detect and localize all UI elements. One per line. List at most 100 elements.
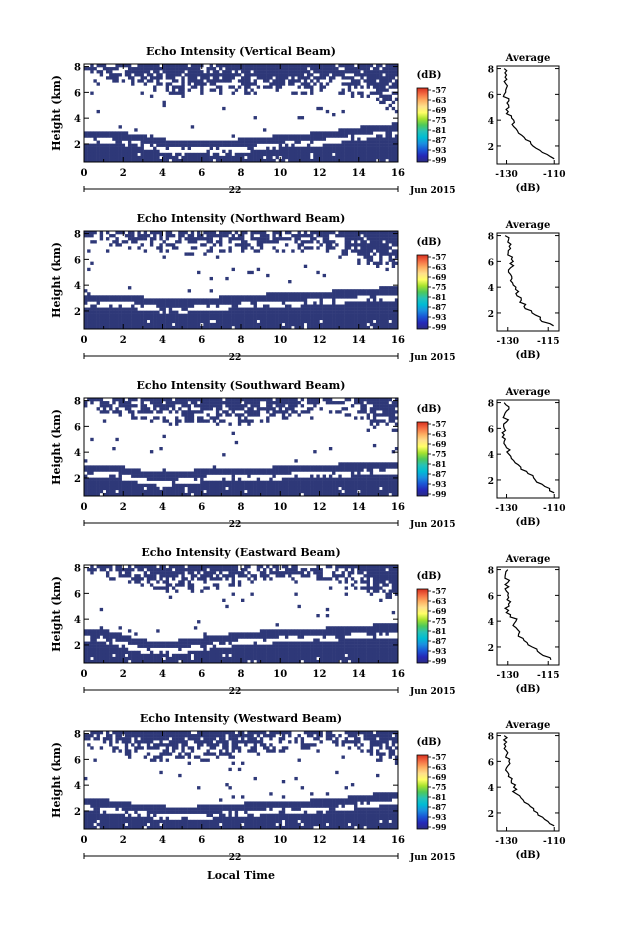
- x-tick-label: 6: [198, 502, 205, 513]
- echo-cell: [222, 471, 226, 475]
- echo-cell: [231, 301, 235, 305]
- echo-cell: [93, 468, 97, 472]
- echo-cell: [341, 70, 345, 74]
- echo-cell: [137, 322, 141, 327]
- echo-cell: [332, 325, 336, 330]
- echo-cell: [247, 653, 251, 658]
- echo-cell: [272, 140, 276, 144]
- echo-cell: [112, 650, 116, 655]
- echo-cell: [178, 583, 182, 587]
- echo-cell: [291, 91, 295, 95]
- echo-cell: [162, 471, 166, 475]
- echo-cell: [319, 304, 323, 308]
- echo-cell: [234, 398, 239, 402]
- echo-cell: [253, 298, 257, 302]
- echo-cell: [297, 64, 301, 68]
- echo-cell: [379, 240, 383, 244]
- echo-cell: [322, 76, 327, 80]
- echo-cell: [127, 134, 132, 138]
- echo-cell: [84, 149, 88, 154]
- echo-cell: [376, 246, 380, 250]
- echo-cell: [316, 137, 320, 141]
- echo-cell: [241, 155, 245, 160]
- echo-cell: [253, 486, 257, 491]
- echo-cell: [102, 307, 107, 311]
- echo-cell: [385, 231, 389, 235]
- echo-cell: [115, 483, 119, 488]
- echo-cell: [344, 67, 349, 71]
- echo-cell: [162, 255, 166, 259]
- echo-cell: [262, 240, 267, 244]
- echo-cell: [212, 656, 217, 661]
- echo-cell: [153, 574, 157, 578]
- echo-cell: [96, 313, 100, 317]
- echo-cell: [149, 155, 154, 160]
- echo-cell: [338, 143, 342, 147]
- echo-cell: [269, 319, 273, 324]
- echo-cell: [341, 140, 345, 144]
- echo-cell: [102, 635, 107, 639]
- echo-cell: [244, 246, 248, 250]
- echo-cell: [341, 295, 345, 299]
- echo-cell: [159, 249, 163, 253]
- echo-cell: [105, 310, 110, 314]
- echo-cell: [234, 492, 239, 497]
- echo-cell: [168, 64, 173, 68]
- echo-cell: [222, 313, 226, 317]
- panel-title: Echo Intensity (Northward Beam): [137, 212, 346, 225]
- echo-cell: [209, 249, 213, 253]
- echo-cell: [127, 152, 132, 157]
- echo-cell: [146, 310, 151, 314]
- echo-cell: [372, 240, 377, 244]
- echo-cell: [200, 143, 204, 147]
- echo-cell: [84, 146, 88, 150]
- echo-cell: [234, 158, 239, 163]
- echo-cell: [219, 249, 223, 253]
- echo-cell: [284, 231, 289, 235]
- echo-cell: [109, 319, 113, 324]
- echo-cell: [105, 307, 110, 311]
- echo-cell: [168, 82, 173, 86]
- colorbar-tick-label: -57: [432, 252, 446, 262]
- echo-cell: [350, 149, 355, 154]
- echo-cell: [237, 152, 242, 157]
- echo-cell: [391, 128, 396, 132]
- echo-cell: [209, 158, 213, 163]
- echo-cell: [121, 137, 126, 141]
- echo-cell: [209, 577, 213, 581]
- echo-cell: [350, 249, 355, 253]
- echo-cell: [372, 292, 377, 296]
- echo-cell: [118, 565, 122, 569]
- echo-cell: [328, 155, 333, 160]
- echo-cell: [197, 158, 201, 163]
- echo-cell: [197, 316, 201, 321]
- echo-cell: [275, 79, 279, 83]
- echo-cell: [288, 79, 292, 83]
- echo-cell: [266, 76, 270, 80]
- echo-cell: [190, 565, 195, 569]
- echo-cell: [322, 240, 327, 244]
- echo-cell: [256, 295, 261, 299]
- echo-cell: [209, 647, 213, 651]
- echo-cell: [332, 131, 336, 135]
- echo-cell: [137, 468, 141, 472]
- echo-cell: [112, 313, 116, 317]
- echo-cell: [215, 316, 220, 321]
- echo-cell: [379, 322, 383, 327]
- echo-cell: [394, 79, 399, 83]
- echo-cell: [222, 568, 226, 572]
- echo-cell: [121, 319, 126, 324]
- echo-cell: [253, 79, 257, 83]
- echo-cell: [259, 419, 264, 423]
- echo-cell: [109, 70, 113, 74]
- panel-2: Echo Intensity (Northward Beam)0 2 4 6 8 10 12…: [50, 212, 560, 363]
- echo-cell: [118, 465, 122, 469]
- echo-cell: [360, 91, 364, 95]
- echo-cell: [341, 462, 345, 466]
- echo-cell: [105, 647, 110, 651]
- echo-cell: [322, 483, 327, 488]
- colorbar-tick-label: -99: [432, 489, 447, 499]
- echo-cell: [372, 137, 377, 141]
- echo-cell: [394, 322, 399, 327]
- echo-cell: [388, 286, 392, 290]
